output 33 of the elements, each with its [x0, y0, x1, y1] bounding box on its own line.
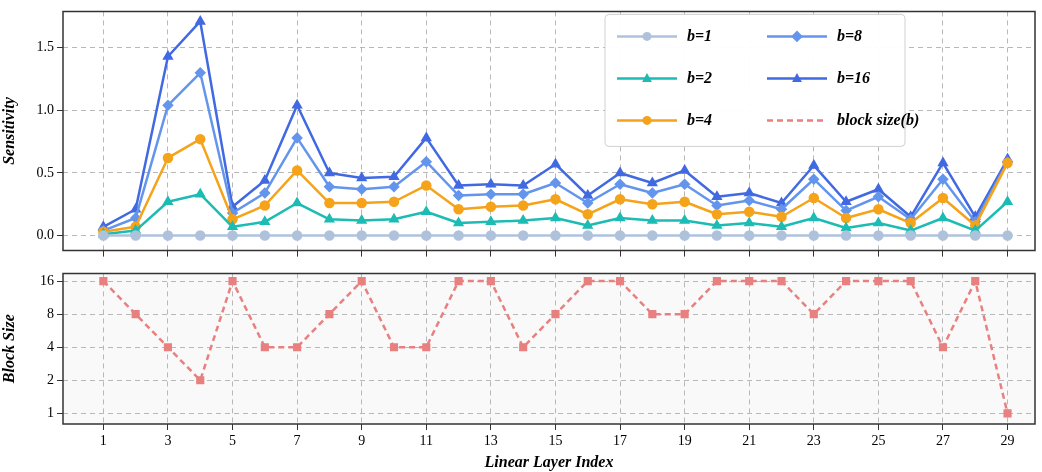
y-axis-title: Sensitivity — [0, 96, 18, 165]
x-tick-label: 25 — [871, 433, 886, 449]
y-tick-label: 0.5 — [36, 164, 54, 180]
y-tick-label: 8 — [47, 305, 54, 321]
x-tick-label: 21 — [742, 433, 757, 449]
x-tick-label: 5 — [229, 433, 237, 449]
y-tick-label: 1 — [47, 405, 54, 421]
x-tick-label: 1 — [99, 433, 107, 449]
y-tick-label: 16 — [40, 272, 54, 288]
x-axis-title: Linear Layer Index — [483, 452, 614, 471]
y-axis-title: Block Size — [0, 314, 17, 385]
y-tick-label: 0.0 — [36, 227, 54, 243]
legend-label: b=2 — [687, 68, 713, 86]
y-tick-label: 2 — [47, 371, 54, 387]
legend-label: b=8 — [837, 26, 863, 44]
x-tick-label: 11 — [419, 433, 434, 449]
x-tick-label: 17 — [613, 433, 628, 449]
x-tick-label: 19 — [677, 433, 692, 449]
text: block size(b) — [837, 110, 920, 128]
legend-label: b=16 — [837, 68, 871, 86]
y-tick-label: 1.0 — [36, 102, 54, 118]
x-tick-label: 3 — [164, 433, 172, 449]
x-tick-label: 15 — [548, 433, 563, 449]
x-tick-label: 13 — [483, 433, 498, 449]
y-tick-label: 1.5 — [36, 39, 54, 55]
x-tick-label: 23 — [806, 433, 821, 449]
y-tick-label: 4 — [47, 338, 54, 354]
x-tick-label: 27 — [935, 433, 950, 449]
x-tick-label: 9 — [358, 433, 366, 449]
legend-label: b=1 — [687, 26, 713, 44]
x-tick-label: 7 — [293, 433, 301, 449]
x-tick-label: 29 — [1000, 433, 1015, 449]
legend-label: b=4 — [687, 110, 713, 128]
